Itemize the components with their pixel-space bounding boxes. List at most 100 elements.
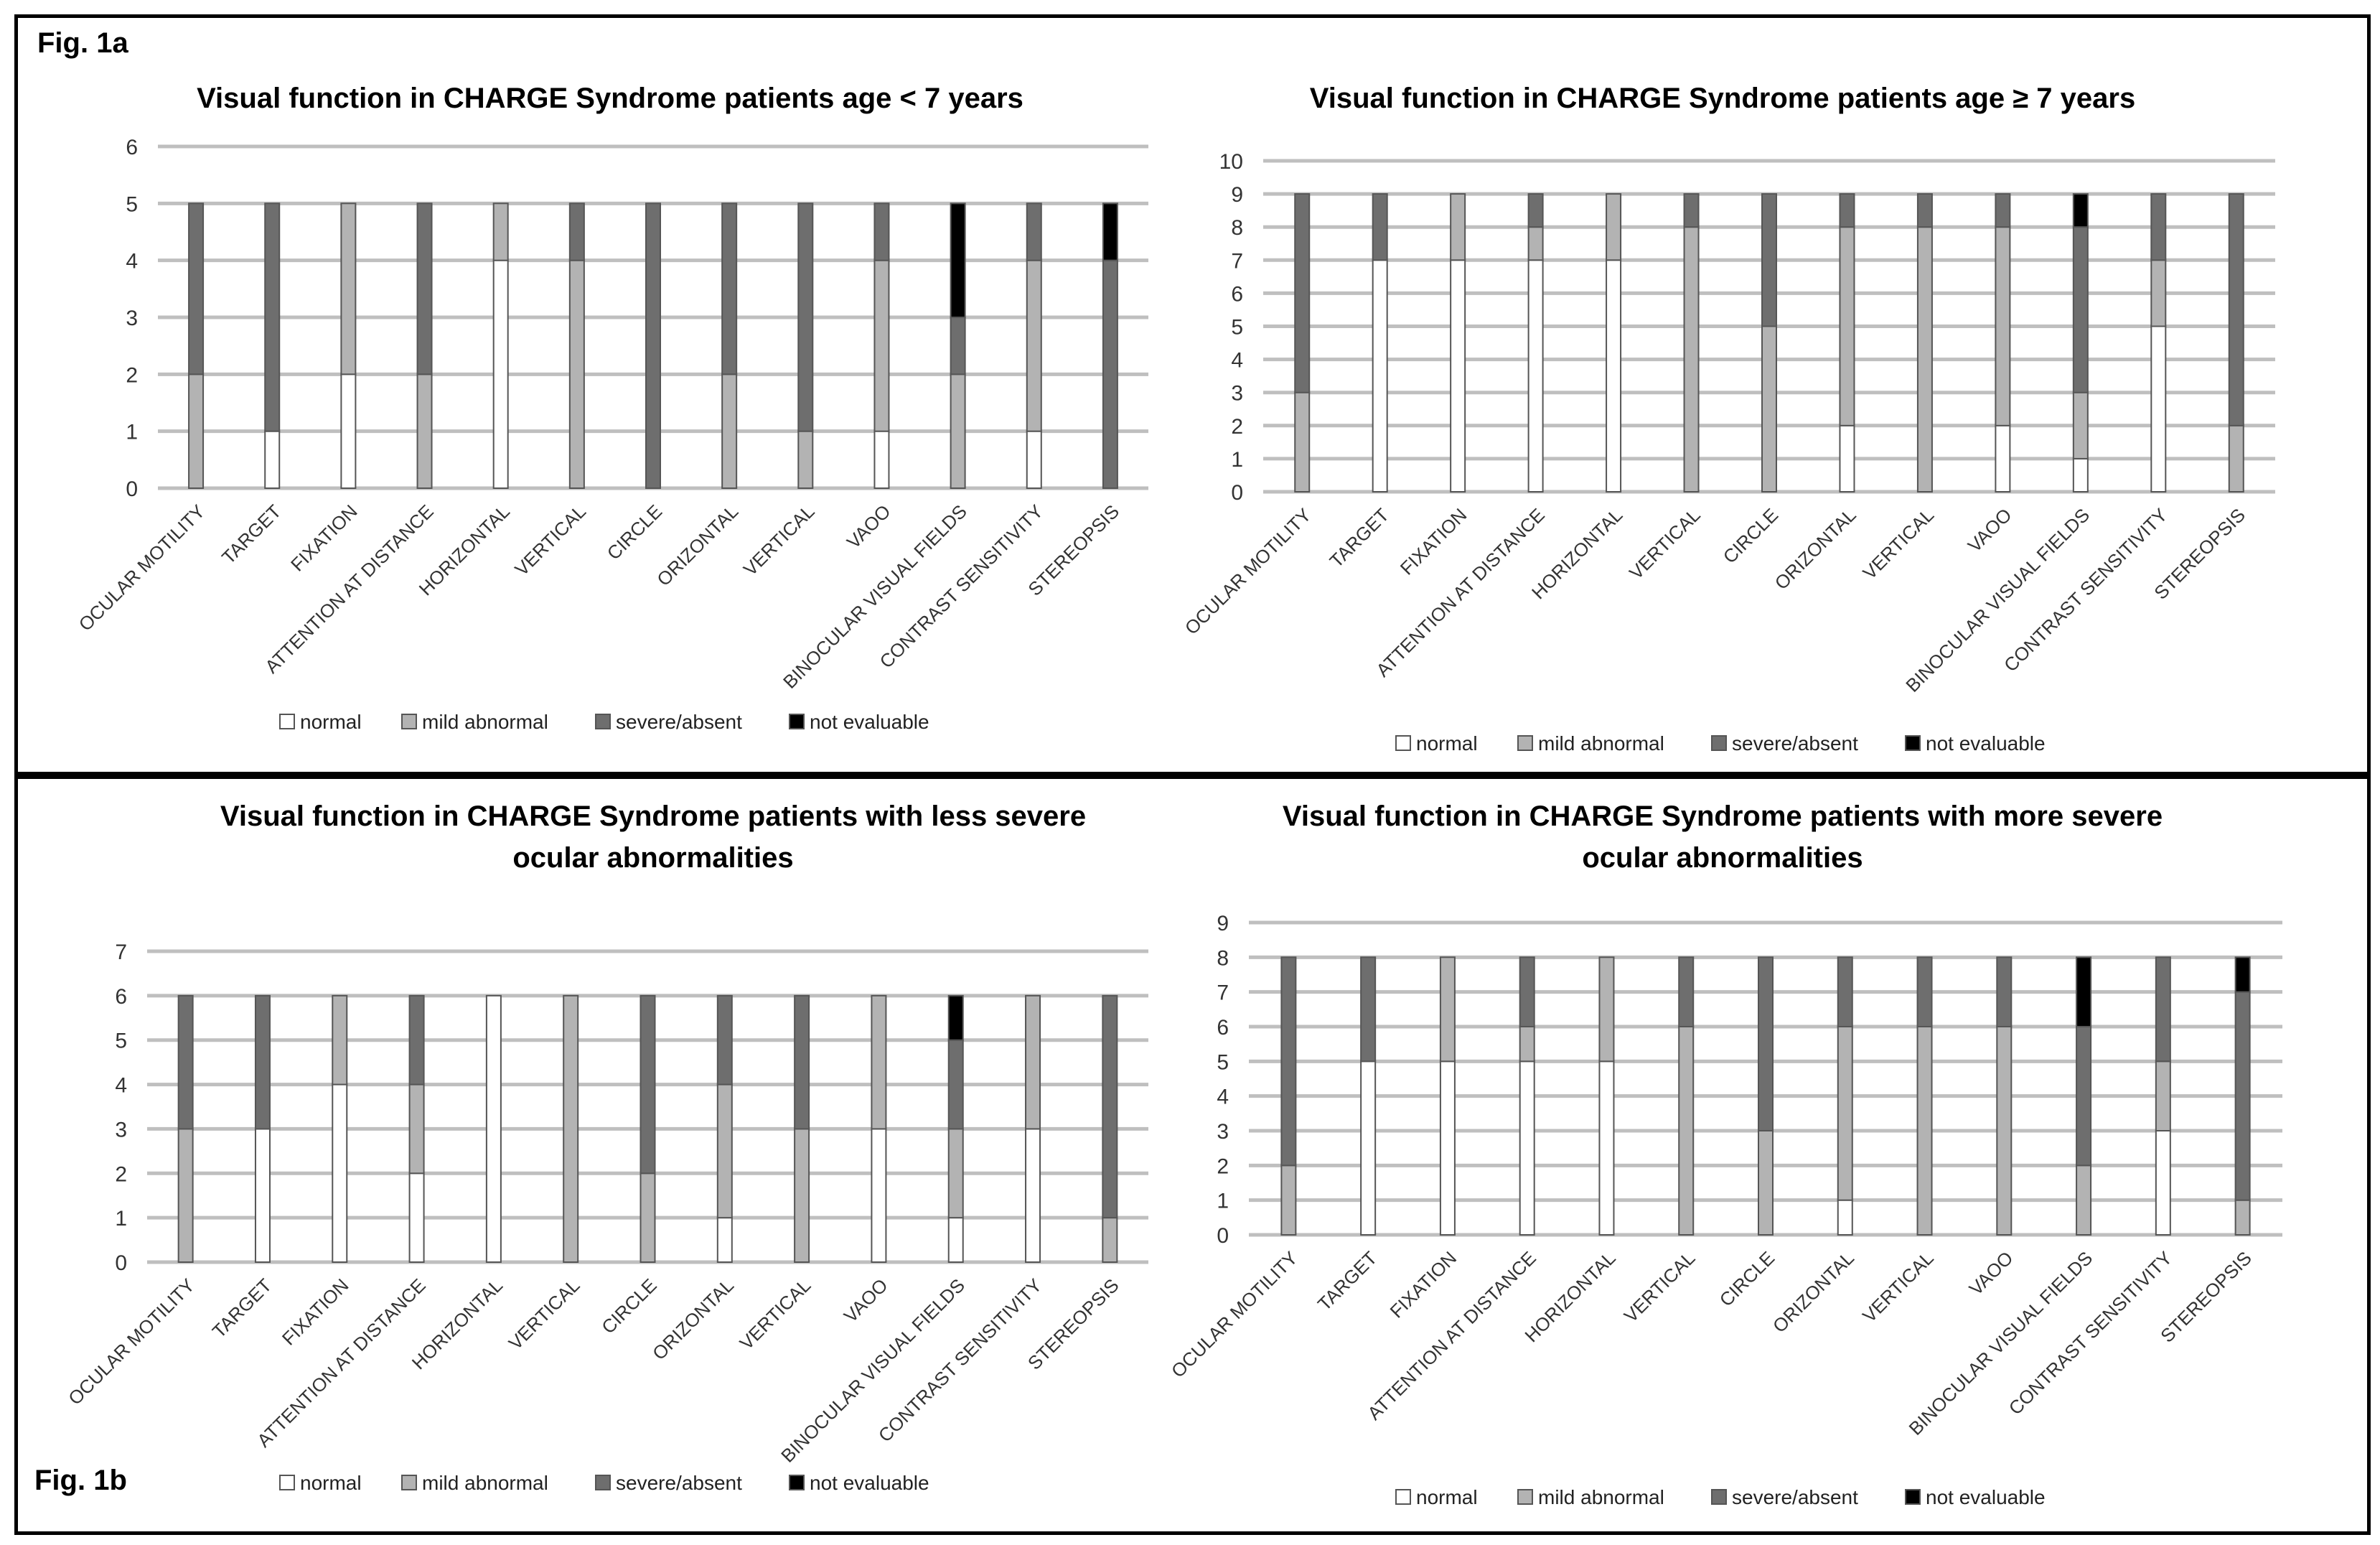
bar-segment-severe-absent-vertical [568,202,585,261]
bar-segment-not-evaluable-stereopsis [1102,202,1118,261]
bar-segment-severe-absent-vaoo [1996,956,2013,1027]
legend-swatch-not-evaluable [1905,1489,1921,1505]
bar-segment-normal-attention-at-distance [1527,259,1544,493]
bar-segment-mild-abnormal-binocular-visual-fields [2076,1164,2092,1236]
y-tick-label: 5 [115,1030,127,1053]
bar-segment-normal-vaoo [873,430,890,489]
bar-segment-severe-absent-orizontal [721,202,738,375]
bar-segment-normal-horizontal [485,994,502,1263]
y-tick-label: 4 [126,250,138,274]
y-tick-label: 0 [1231,481,1243,505]
category-label: VERTICAL [1620,1247,1700,1327]
category-label: CONTRAST SENSITIVITY [2005,1247,2176,1419]
y-tick-label: 1 [115,1207,127,1231]
bar-segment-mild-abnormal-vertical [797,430,814,489]
figure-1b-frame [14,775,2371,1535]
category-label: ORIZONTAL [648,1274,738,1364]
bar-segment-mild-abnormal-attention-at-distance [1519,1026,1535,1063]
category-label: OCULAR MOTILITY [1181,504,1316,639]
bar-segment-severe-absent-contrast-sensitivity [2150,193,2167,261]
bar-segment-normal-contrast-sensitivity [1025,1128,1041,1263]
legend-swatch-normal [1395,735,1411,751]
bar-segment-mild-abnormal-stereopsis [1102,1217,1118,1264]
figure-1b-label: Fig. 1b [34,1465,127,1496]
chart-title: ocular abnormalities [512,842,793,874]
bar-segment-normal-contrast-sensitivity [1026,430,1042,489]
chart-title: Visual function in CHARGE Syndrome patie… [220,800,1086,832]
bar-segment-mild-abnormal-circle [639,1172,656,1263]
bar-segment-mild-abnormal-ocular-motility [177,1128,194,1263]
bar-segment-mild-abnormal-orizontal [721,373,738,490]
category-label: CONTRAST SENSITIVITY [2000,504,2171,676]
category-label: OCULAR MOTILITY [75,500,210,635]
bar-segment-severe-absent-binocular-visual-fields [2076,1026,2092,1167]
bar-segment-mild-abnormal-contrast-sensitivity [1025,994,1041,1130]
bar-segment-mild-abnormal-vertical [1916,226,1933,493]
bar-segment-severe-absent-attention-at-distance [1527,193,1544,228]
bar-segment-not-evaluable-binocular-visual-fields [2072,193,2089,228]
y-tick-label: 5 [1231,316,1243,340]
y-tick-label: 0 [126,477,138,501]
y-tick-label: 1 [1231,448,1243,472]
category-label: ORIZONTAL [1768,1247,1858,1337]
bar-segment-mild-abnormal-binocular-visual-fields [950,373,966,490]
bar-segment-normal-orizontal [716,1217,733,1264]
y-tick-label: 1 [1217,1190,1229,1213]
legend-swatch-normal [279,1475,295,1490]
bar-segment-severe-absent-stereopsis [2234,991,2251,1201]
category-label: FIXATION [286,500,362,576]
category-label: VERTICAL [510,500,590,580]
legend-label-not-evaluable: not evaluable [1926,732,2046,755]
bar-segment-mild-abnormal-horizontal [492,202,509,261]
bar-segment-severe-absent-stereopsis [2228,193,2244,426]
bar-segment-severe-absent-attention-at-distance [1519,956,1535,1027]
bar-segment-mild-abnormal-attention-at-distance [416,373,433,490]
y-tick-label: 5 [1217,1050,1229,1074]
y-tick-label: 7 [115,940,127,964]
category-label: OCULAR MOTILITY [64,1274,199,1409]
bar-segment-severe-absent-ocular-motility [177,994,194,1130]
legend-label-normal: normal [300,711,362,733]
category-label: VAOO [1964,504,2016,556]
bar-segment-severe-absent-vertical [1678,956,1695,1027]
bar-segment-normal-horizontal [492,259,509,489]
bar-segment-mild-abnormal-vertical [1916,1026,1933,1236]
bar-segment-mild-abnormal-fixation [1439,956,1456,1063]
bar-segment-severe-absent-binocular-visual-fields [950,317,966,375]
y-tick-label: 2 [126,363,138,387]
y-tick-label: 3 [1217,1120,1229,1144]
bar-segment-severe-absent-attention-at-distance [408,994,425,1086]
bar-segment-severe-absent-ocular-motility [188,202,205,375]
y-tick-label: 4 [1231,349,1243,373]
bar-segment-mild-abnormal-vertical [1683,226,1700,493]
legend-swatch-normal [279,714,295,729]
bar-segment-mild-abnormal-binocular-visual-fields [947,1128,964,1219]
bar-segment-normal-orizontal [1837,1199,1853,1236]
legend-swatch-severe-absent [595,1475,611,1490]
bar-segment-normal-contrast-sensitivity [2150,325,2167,493]
category-label: VERTICAL [739,500,819,580]
bar-segment-mild-abnormal-contrast-sensitivity [2155,1060,2171,1132]
bar-segment-severe-absent-orizontal [1839,193,1855,228]
bar-segment-mild-abnormal-circle [1761,325,1777,493]
bar-segment-severe-absent-target [264,202,281,432]
legend-label-not-evaluable: not evaluable [810,1472,929,1494]
category-label: ATTENTION AT DISTANCE [1363,1247,1540,1424]
y-tick-label: 6 [1217,1016,1229,1040]
bar-segment-not-evaluable-binocular-visual-fields [2076,956,2092,1027]
bar-segment-severe-absent-target [1372,193,1388,261]
bar-segment-severe-absent-vertical [1683,193,1700,228]
bar-segment-severe-absent-circle [645,202,661,489]
y-tick-label: 9 [1217,912,1229,935]
figure-1a-frame [14,14,2371,775]
category-label: CONTRAST SENSITIVITY [874,1274,1046,1446]
category-label: VERTICAL [1625,504,1705,584]
y-tick-label: 0 [1217,1224,1229,1248]
legend-label-normal: normal [1416,1486,1478,1508]
y-tick-label: 2 [1217,1154,1229,1178]
legend-label-normal: normal [1416,732,1478,755]
bar-segment-mild-abnormal-vaoo [1996,1026,2013,1236]
bar-segment-severe-absent-binocular-visual-fields [947,1039,964,1130]
bar-segment-normal-attention-at-distance [1519,1060,1535,1236]
bar-segment-severe-absent-circle [1761,193,1777,327]
